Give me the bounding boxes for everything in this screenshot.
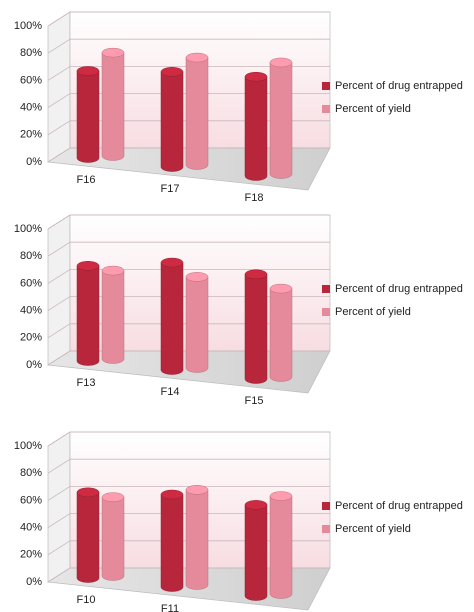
bar-top [269, 283, 293, 294]
legend-swatch [322, 82, 330, 90]
bar [244, 76, 268, 181]
bar-top [101, 492, 125, 502]
y-tick-label: 100% [14, 223, 42, 235]
grid-line-side [47, 431, 71, 447]
grid-line-side [47, 38, 71, 54]
legend-swatch [322, 285, 330, 293]
bar-top [244, 71, 268, 82]
grid-line-side [47, 120, 71, 136]
bar [185, 276, 209, 373]
legend-swatch [322, 105, 330, 113]
y-tick-label: 40% [20, 522, 42, 534]
bar [101, 496, 125, 581]
y-tick-label: 0% [26, 156, 42, 168]
bar [160, 262, 184, 375]
bar [269, 288, 293, 382]
bar [160, 71, 184, 172]
y-tick-label: 80% [20, 47, 42, 59]
grid-line-side [47, 93, 71, 108]
grid-line-side [47, 241, 71, 257]
bar-top [101, 47, 125, 58]
bar-top [160, 257, 184, 268]
x-tick-label: F16 [77, 174, 96, 186]
grid-line-side [47, 66, 71, 81]
bar-top [244, 269, 268, 280]
grid-line-side [47, 486, 71, 501]
y-tick-label: 60% [20, 74, 42, 86]
bar [160, 494, 184, 592]
legend-label: Percent of drug entrapped [335, 80, 463, 92]
x-tick-label: F13 [77, 377, 96, 389]
grid-line-side [47, 269, 71, 284]
legend-label: Percent of yield [335, 103, 411, 115]
bar [185, 489, 209, 590]
bar [269, 62, 293, 179]
grid-line-side [47, 350, 71, 366]
x-tick-label: F14 [161, 386, 180, 398]
y-tick-label: 100% [14, 20, 42, 32]
bar [76, 492, 100, 583]
bar [185, 57, 209, 170]
legend-swatch [322, 308, 330, 316]
grid-line-side [47, 323, 71, 339]
bar-top [160, 489, 184, 500]
x-tick-label: F17 [161, 183, 180, 195]
y-tick-label: 60% [20, 277, 42, 289]
bar-top [101, 265, 125, 276]
y-tick-label: 0% [26, 576, 42, 588]
grid-line-side [47, 214, 71, 230]
grid-line-side [47, 513, 71, 528]
bar [244, 504, 268, 601]
grid-line-side [47, 540, 71, 556]
x-tick-label: F18 [245, 192, 264, 204]
bar-top [76, 487, 100, 498]
bar [101, 270, 125, 364]
bar-top [76, 261, 100, 271]
bar-top [76, 66, 100, 76]
y-tick-label: 80% [20, 250, 42, 262]
left-wall [47, 431, 71, 583]
grid-line-side [47, 147, 71, 163]
grid-line-side [47, 11, 71, 27]
y-tick-label: 60% [20, 494, 42, 506]
x-tick-label: F15 [245, 395, 264, 407]
bar [101, 52, 125, 161]
bar-top [269, 491, 293, 501]
bar-top [160, 67, 184, 77]
y-tick-label: 20% [20, 129, 42, 141]
bar [76, 70, 100, 163]
y-tick-label: 0% [26, 359, 42, 371]
y-tick-label: 80% [20, 467, 42, 479]
legend-swatch [322, 525, 330, 533]
y-tick-label: 20% [20, 332, 42, 344]
legend-swatch [322, 502, 330, 510]
bar-top [185, 52, 209, 63]
legend-label: Percent of yield [335, 306, 411, 318]
y-tick-label: 40% [20, 305, 42, 317]
legend-label: Percent of yield [335, 523, 411, 535]
y-tick-label: 40% [20, 102, 42, 114]
legend-label: Percent of drug entrapped [335, 500, 463, 512]
bar [244, 274, 268, 384]
bar [76, 265, 100, 366]
bar-top [244, 500, 268, 510]
grid-line-side [47, 567, 71, 583]
y-tick-label: 20% [20, 549, 42, 561]
y-tick-label: 100% [14, 440, 42, 452]
legend-label: Percent of drug entrapped [335, 283, 463, 295]
bar-top [185, 272, 209, 282]
grid-line-side [47, 458, 71, 474]
bar [269, 495, 293, 599]
bar-top [269, 57, 293, 68]
x-tick-label: F11 [161, 603, 179, 612]
left-wall [47, 11, 71, 163]
left-wall [47, 214, 71, 366]
grid-line-side [47, 296, 71, 311]
bar-top [185, 485, 209, 495]
x-tick-label: F10 [77, 594, 96, 606]
